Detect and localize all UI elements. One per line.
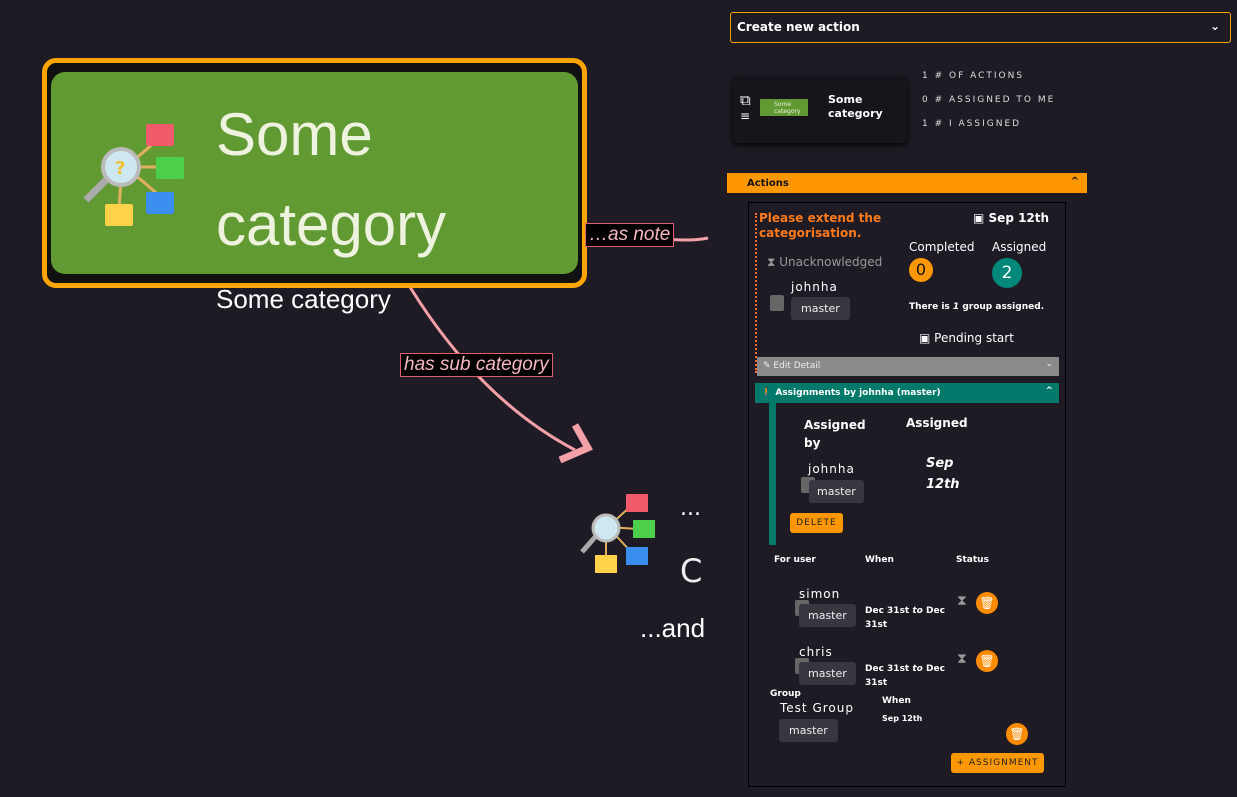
sub-node-dots: ...: [680, 496, 701, 521]
row-user: simon: [799, 587, 841, 601]
actions-header[interactable]: Actions ^: [727, 173, 1087, 193]
group-chip: master: [791, 297, 850, 320]
group-chip: master: [809, 480, 864, 503]
stat-assigned-to-me: 0 # ASSIGNED TO ME: [922, 95, 1056, 105]
category-node[interactable]: ? Some category: [42, 58, 587, 288]
stat-i-assigned: 1 # I ASSIGNED: [922, 119, 1022, 129]
list-icon: ≡: [740, 109, 751, 123]
pending-start: ▣ Pending start: [919, 331, 1014, 345]
assignment-date: Sep 12th: [926, 456, 960, 492]
category-card[interactable]: ⧉ ≡ Some category Some category: [733, 77, 907, 143]
assignments-toggle[interactable]: 🚶 Assignments by johnha (master) ^: [755, 383, 1059, 403]
sub-category-icon[interactable]: [578, 492, 658, 577]
group-chip: master: [779, 719, 838, 742]
completed-count: 0: [909, 258, 933, 282]
trash-icon[interactable]: 🗑: [976, 592, 998, 614]
chevron-up-icon: ^: [1045, 386, 1053, 396]
stat-actions: 1 # OF ACTIONS: [922, 71, 1025, 81]
svg-text:?: ?: [115, 158, 125, 179]
calendar-icon: ▣: [919, 331, 931, 345]
select-value: Create new action: [737, 20, 860, 34]
header-when: When: [865, 555, 894, 565]
assigner-user: johnha: [808, 462, 855, 476]
trash-icon[interactable]: 🗑: [976, 650, 998, 672]
edge-label-note[interactable]: …as note: [585, 223, 675, 247]
edge-label-sub-category[interactable]: has sub category: [400, 353, 553, 377]
row-user: chris: [799, 645, 833, 659]
group-when: Sep 12th: [882, 714, 923, 723]
assigned-count: 2: [992, 258, 1022, 288]
action-card: Please extend the categorisation. ▣ Sep …: [748, 202, 1066, 787]
hourglass-icon: ⧗: [767, 255, 776, 269]
assigned-by-label: Assigned by: [804, 418, 866, 450]
delete-button[interactable]: DELETE: [790, 513, 843, 533]
edit-icon: ✎: [763, 361, 771, 371]
header-for-user: For user: [774, 555, 816, 565]
actions-header-label: Actions: [747, 178, 789, 189]
category-chip: Some category: [760, 99, 808, 116]
trash-icon[interactable]: 🗑: [1006, 723, 1028, 745]
assigned-label: Assigned: [992, 240, 1047, 254]
group-name: Test Group: [780, 701, 854, 715]
hourglass-icon: ⧗: [957, 651, 967, 667]
hourglass-icon: ⧗: [957, 593, 967, 609]
row-when: Dec 31st to Dec 31st: [865, 606, 945, 630]
assignment-bar: [769, 403, 776, 545]
row-when: Dec 31st to Dec 31st: [865, 664, 945, 688]
chevron-up-icon: ^: [1070, 176, 1079, 187]
group-chip: master: [799, 604, 856, 627]
create-action-select[interactable]: Create new action ⌄: [730, 12, 1231, 43]
group-label: Group: [770, 689, 801, 699]
category-icon: ?: [83, 124, 184, 226]
category-card-title: Some category: [828, 93, 883, 120]
completed-label: Completed: [909, 240, 975, 254]
category-node-title: Some category: [216, 101, 447, 258]
action-user: johnha: [791, 280, 838, 294]
action-status: ⧗ Unacknowledged: [767, 255, 883, 269]
category-node-label: Some category: [216, 284, 391, 314]
chevron-down-icon: ⌄: [1209, 19, 1220, 33]
header-status: Status: [956, 555, 989, 565]
assigned-col-label: Assigned: [906, 416, 968, 430]
group-when-label: When: [882, 696, 911, 706]
action-title: Please extend the categorisation.: [759, 211, 882, 240]
sub-node-label: ...and: [640, 613, 706, 643]
group-chip: master: [799, 662, 856, 685]
action-date: ▣ Sep 12th: [973, 211, 1050, 225]
calendar-icon: ▣: [973, 211, 985, 225]
add-assignment-button[interactable]: + ASSIGNMENT: [951, 753, 1044, 773]
timeline-line: [755, 213, 757, 373]
chevron-down-icon: ⌄: [1045, 359, 1053, 369]
sub-node-title: C: [680, 552, 703, 590]
groups-assigned-text: There is 1 group assigned.: [909, 302, 1045, 312]
walk-icon: 🚶: [761, 388, 773, 398]
avatar: [770, 295, 784, 311]
edit-detail-toggle[interactable]: ✎ Edit Detail ⌄: [757, 357, 1059, 376]
copy-icon[interactable]: ⧉: [740, 91, 751, 109]
